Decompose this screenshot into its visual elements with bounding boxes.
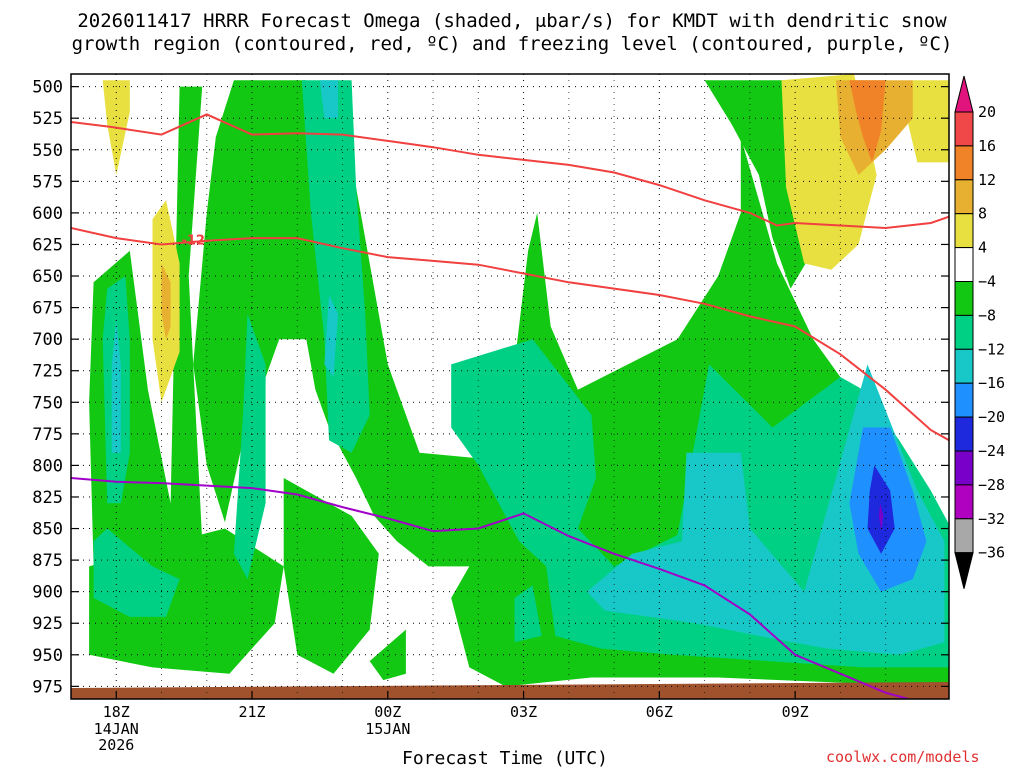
- colorbar-label: 12: [978, 171, 996, 189]
- y-tick-label: 950: [32, 646, 63, 666]
- colorbar-label: 20: [978, 103, 996, 121]
- y-tick-label: 650: [32, 267, 63, 287]
- x-tick-label: 18Z: [103, 703, 130, 721]
- y-tick-label: 600: [32, 204, 63, 224]
- y-tick-label: 725: [32, 362, 63, 382]
- x-tick-sublabel: 15JAN: [365, 720, 410, 738]
- colorbar-bin: [954, 247, 974, 283]
- chart-title-line-1: 2026011417 HRRR Forecast Omega (shaded, …: [77, 10, 947, 32]
- y-tick-label: 525: [32, 109, 63, 129]
- colorbar-bin: [954, 348, 974, 384]
- omega-region-2: [283, 478, 379, 674]
- colorbar-label: −4: [978, 273, 996, 291]
- colorbar-bin: [954, 281, 974, 316]
- colorbar-label: −28: [978, 476, 1005, 494]
- y-tick-label: 900: [32, 583, 63, 603]
- y-tick-label: 875: [32, 551, 63, 571]
- omega-region-14: [324, 295, 338, 377]
- omega-region-23: [161, 263, 171, 340]
- omega-region-13: [319, 80, 338, 119]
- colorbar-bin: [954, 314, 974, 350]
- y-tick-label: 850: [32, 520, 63, 540]
- x-tick-label: 06Z: [646, 703, 673, 721]
- colorbar-label: −8: [978, 306, 996, 324]
- y-tick-label: 550: [32, 141, 63, 161]
- contour-line-3: [71, 477, 909, 699]
- ground-layer: [71, 682, 949, 699]
- colorbar-bin: [954, 382, 974, 418]
- colorbar-label: −16: [978, 374, 1005, 392]
- omega-region-15: [586, 364, 945, 655]
- colorbar-bin: [954, 518, 974, 554]
- colorbar-label: −32: [978, 510, 1005, 528]
- colorbar-label: −24: [978, 442, 1005, 460]
- y-tick-label: 625: [32, 235, 63, 255]
- omega-colorbar: 20 16 12 8 4 −4 −8 −12 −16 −20 −24 −28 −32 −36: [954, 75, 1005, 589]
- colorbar-bin: [954, 484, 974, 520]
- y-tick-label: 750: [32, 393, 63, 413]
- x-tick-label: 09Z: [782, 703, 809, 721]
- x-tick-label: 03Z: [510, 703, 537, 721]
- x-axis-title: Forecast Time (UTC): [402, 748, 608, 769]
- x-tick-sublabel: 14JAN: [94, 720, 139, 738]
- x-tick-sublabel: 2026: [98, 736, 134, 754]
- contour-line-1: [71, 113, 949, 230]
- chart-title-line-2: growth region (contoured, red, ºC) and f…: [71, 33, 953, 55]
- colorbar-top-arrow: [954, 75, 974, 113]
- omega-shading: [89, 74, 949, 687]
- omega-region-9: [301, 80, 370, 453]
- colorbar-bin: [954, 179, 974, 215]
- omega-region-18: [878, 503, 884, 532]
- credit-label: coolwx.com/models: [826, 748, 980, 766]
- omega-region-7: [93, 528, 180, 617]
- colorbar-label: 8: [978, 205, 987, 223]
- plot-frame: [70, 73, 950, 700]
- colorbar-label: −36: [978, 544, 1005, 562]
- ground-surface: [71, 682, 949, 699]
- temperature-contours: -12: [71, 113, 949, 699]
- y-tick-label: 700: [32, 330, 63, 350]
- colorbar-label: −12: [978, 340, 1005, 358]
- x-tick-label: 21Z: [238, 703, 265, 721]
- x-tick-label: 00Z: [374, 703, 401, 721]
- y-tick-label: 575: [32, 172, 63, 192]
- omega-region-22: [908, 80, 949, 163]
- y-tick-label: 975: [32, 677, 63, 697]
- colorbar-bottom-arrow: [954, 552, 974, 589]
- y-tick-label: 775: [32, 425, 63, 445]
- contour-line-2: [71, 227, 949, 442]
- colorbar-bin: [954, 213, 974, 249]
- y-tick-label: 500: [32, 78, 63, 98]
- colorbar-label: −20: [978, 408, 1005, 426]
- omega-region-4: [369, 629, 406, 681]
- colorbar-bin: [954, 450, 974, 486]
- colorbar-bin: [954, 416, 974, 452]
- colorbar-bin: [954, 145, 974, 181]
- y-tick-label: 825: [32, 488, 63, 508]
- y-tick-label: 925: [32, 614, 63, 634]
- contour-label: -12: [181, 233, 205, 248]
- plot-grid: [71, 74, 949, 699]
- colorbar-label: 16: [978, 137, 996, 155]
- omega-region-11: [514, 585, 542, 643]
- pressure-axis: 500 525 550 575 600 625 650 675 700 725 750 775 800 8…: [32, 78, 949, 697]
- omega-region-8: [233, 313, 266, 580]
- y-tick-label: 800: [32, 456, 63, 476]
- colorbar-bin: [954, 111, 974, 147]
- omega-region-25: [849, 80, 886, 163]
- colorbar-label: 4: [978, 239, 987, 257]
- y-tick-label: 675: [32, 299, 63, 319]
